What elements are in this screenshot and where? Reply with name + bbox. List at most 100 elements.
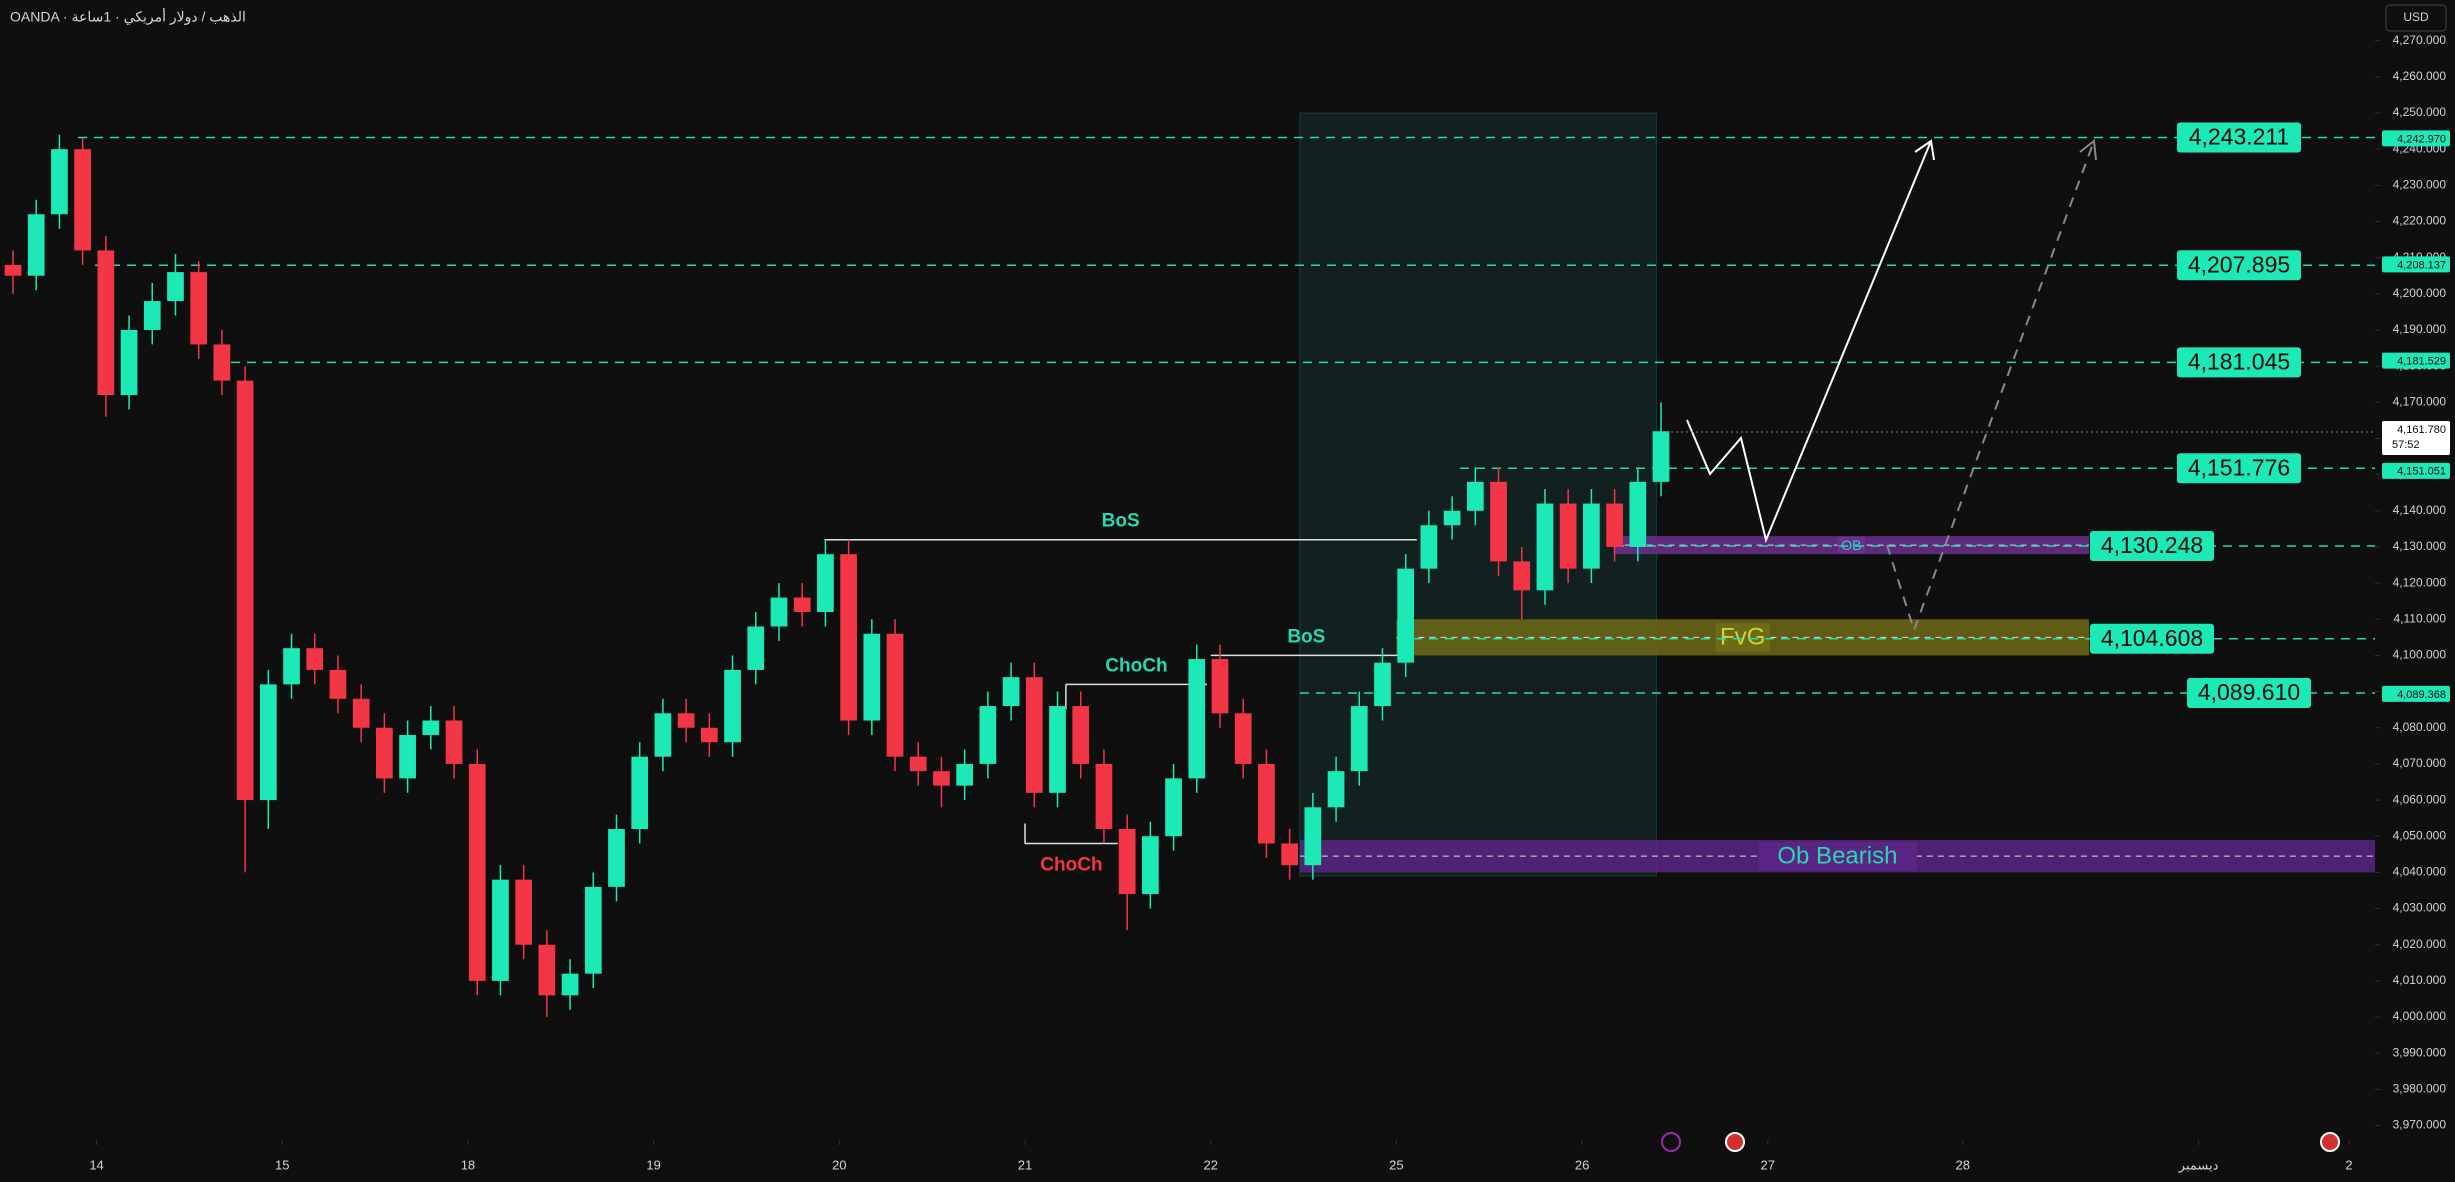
countdown: 57:52 (2392, 439, 2420, 451)
candle-body (97, 250, 115, 396)
y-tick-label: 4,170.000 (2393, 394, 2447, 408)
event-icon[interactable] (2320, 1132, 2340, 1152)
x-tick-label: 22 (1203, 1157, 1217, 1172)
candle-body (1095, 763, 1113, 830)
candle-body (747, 626, 765, 670)
candle-body (863, 633, 881, 721)
x-tick-label: 21 (1018, 1157, 1032, 1172)
y-tick-label: 4,270.000 (2393, 33, 2447, 47)
projection-arrow (1686, 140, 1932, 544)
candle-body (1281, 843, 1298, 866)
candle-body (817, 554, 834, 613)
last-price-bg (2382, 421, 2450, 456)
alt-projection-arrow (1886, 140, 2095, 634)
axis-tag-bg (2382, 685, 2450, 702)
candle-body (143, 301, 161, 330)
candle-body (1490, 481, 1507, 562)
candle-body (979, 706, 997, 764)
x-tick-label: 27 (1761, 1157, 1775, 1172)
candle-body (1652, 431, 1670, 482)
candle-body (468, 763, 486, 981)
y-tick-label: 4,200.000 (2393, 286, 2447, 300)
candle-body (1350, 706, 1368, 772)
level-label-bg (2177, 250, 2301, 281)
y-tick-label: 3,990.000 (2393, 1045, 2447, 1059)
axis-tag-bg (2382, 462, 2450, 479)
x-tick-label: 25 (1389, 1157, 1403, 1172)
y-tick-label: 3,980.000 (2393, 1082, 2447, 1096)
candle-body (561, 973, 579, 996)
level-label-bg (2177, 453, 2301, 484)
candle-body (259, 684, 277, 801)
y-tick-label: 4,250.000 (2393, 105, 2447, 119)
axis-tag: 4,151.051 (2397, 466, 2446, 478)
candle-body (4, 264, 22, 276)
level-label-bg (2177, 122, 2301, 153)
event-icon[interactable] (1661, 1132, 1681, 1152)
candle-body (677, 713, 695, 728)
candle-body (770, 597, 788, 627)
axis-tag-bg (2382, 130, 2450, 147)
level-label: 4,089.610 (2198, 679, 2300, 705)
x-tick-label: ديسمبر (2178, 1157, 2219, 1173)
event-icon[interactable] (1725, 1132, 1745, 1152)
y-tick-label: 4,220.000 (2393, 214, 2447, 228)
candle-body (236, 380, 254, 801)
candle-body (1629, 481, 1647, 547)
x-tick-label: 28 (1956, 1157, 1970, 1172)
currency-label: USD (2403, 10, 2429, 24)
candle-body (1606, 503, 1623, 547)
candle-body (74, 149, 91, 251)
x-tick-label: 18 (461, 1157, 475, 1172)
candle-body (1443, 510, 1461, 526)
candle-body (1466, 481, 1484, 511)
level-label: 4,151.776 (2188, 454, 2290, 480)
candle-body (1559, 503, 1577, 569)
candle-body (886, 633, 904, 757)
candle-body (399, 734, 416, 779)
arrow-head (2079, 139, 2097, 161)
candle-body (27, 214, 45, 276)
candle-body (933, 771, 950, 786)
candle-body (306, 648, 324, 670)
candle-body (631, 756, 649, 830)
arrow-head (1914, 139, 1935, 161)
axis-tag: 4,181.529 (2397, 356, 2446, 368)
candle-body (724, 669, 741, 743)
zone-label-bg (1758, 841, 1917, 871)
candle-body (1258, 763, 1275, 844)
x-tick-label: 2 (2345, 1157, 2352, 1172)
y-tick-label: 4,060.000 (2393, 792, 2447, 806)
candle-body (422, 720, 440, 735)
candle-body (167, 272, 184, 302)
y-tick-label: 4,230.000 (2393, 178, 2447, 192)
candle-body (492, 879, 509, 981)
y-tick-label: 4,110.000 (2394, 611, 2447, 625)
x-tick-label: 15 (275, 1157, 289, 1172)
candle-body (352, 698, 370, 728)
x-tick-label: 20 (832, 1157, 846, 1172)
candle-body (1513, 561, 1531, 591)
candle-body (1025, 677, 1043, 793)
candle-body (329, 669, 347, 699)
zone-label-bg (1837, 536, 1866, 554)
y-tick-label: 4,040.000 (2393, 865, 2447, 879)
currency-button[interactable] (2385, 4, 2447, 32)
candle-body (793, 597, 811, 613)
axis-tag-bg (2382, 256, 2450, 273)
candle-body (445, 720, 463, 764)
level-label-bg (2090, 531, 2214, 562)
candle-body (1118, 829, 1136, 895)
candle-body (1397, 568, 1415, 663)
y-tick-label: 4,050.000 (2393, 828, 2447, 842)
candle-body (1304, 807, 1322, 866)
candle-body (1072, 706, 1090, 764)
y-tick-label: 4,010.000 (2393, 973, 2447, 987)
y-tick-label: 4,190.000 (2393, 322, 2447, 336)
candle-body (51, 149, 68, 215)
candle-body (283, 648, 300, 685)
candle-body (1142, 836, 1159, 895)
axis-tag: 4,089.368 (2397, 689, 2446, 701)
chart-title: OANDA · الذهب / دولار أمريكي · 1ساعة (10, 7, 246, 26)
candle-body (1327, 771, 1345, 808)
